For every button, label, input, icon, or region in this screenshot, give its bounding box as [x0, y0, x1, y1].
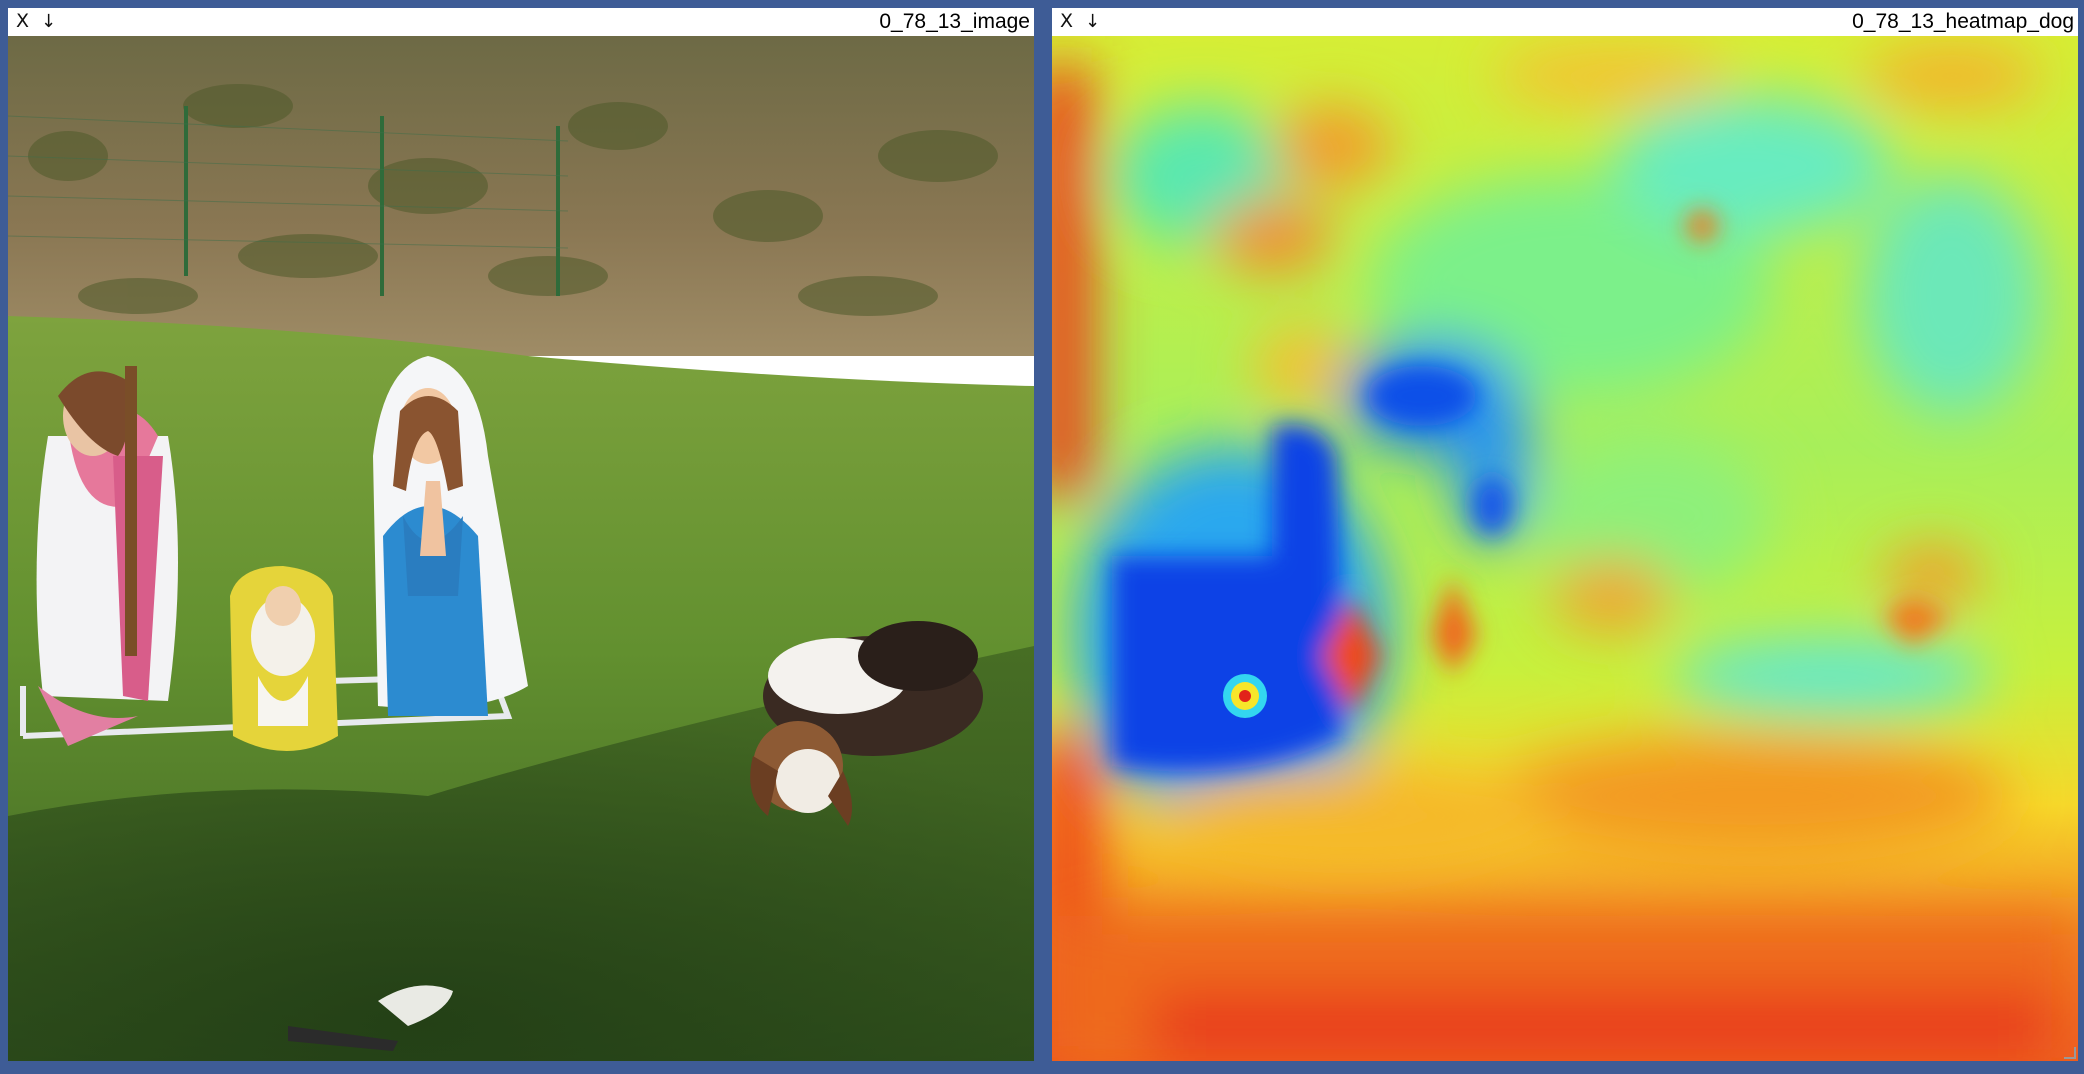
spotlight	[288, 985, 453, 1051]
window-title: 0_78_13_heatmap_dog	[1852, 10, 2074, 33]
download-icon[interactable]: ↓	[41, 11, 57, 32]
heatmap-view	[1052, 36, 2078, 1061]
photo	[8, 36, 1034, 1061]
close-icon[interactable]: X	[16, 10, 30, 32]
heatmap	[1052, 36, 2078, 1061]
image-window-titlebar[interactable]: X ↓ 0_78_13_image	[8, 8, 1034, 36]
figure-joseph	[36, 366, 178, 746]
figure-manger	[230, 566, 338, 751]
close-icon[interactable]: X	[1060, 10, 1074, 32]
heatmap-window-titlebar[interactable]: X ↓ 0_78_13_heatmap_dog	[1052, 8, 2078, 36]
image-window[interactable]: X ↓ 0_78_13_image	[8, 8, 1034, 1061]
photo-view	[8, 36, 1034, 1061]
download-icon[interactable]: ↓	[1085, 11, 1101, 32]
heatmap-window[interactable]: X ↓ 0_78_13_heatmap_dog	[1052, 8, 2078, 1061]
window-title: 0_78_13_image	[879, 10, 1030, 33]
figure-mary	[373, 356, 528, 716]
resize-icon[interactable]	[2064, 1047, 2076, 1059]
dog	[750, 621, 983, 826]
